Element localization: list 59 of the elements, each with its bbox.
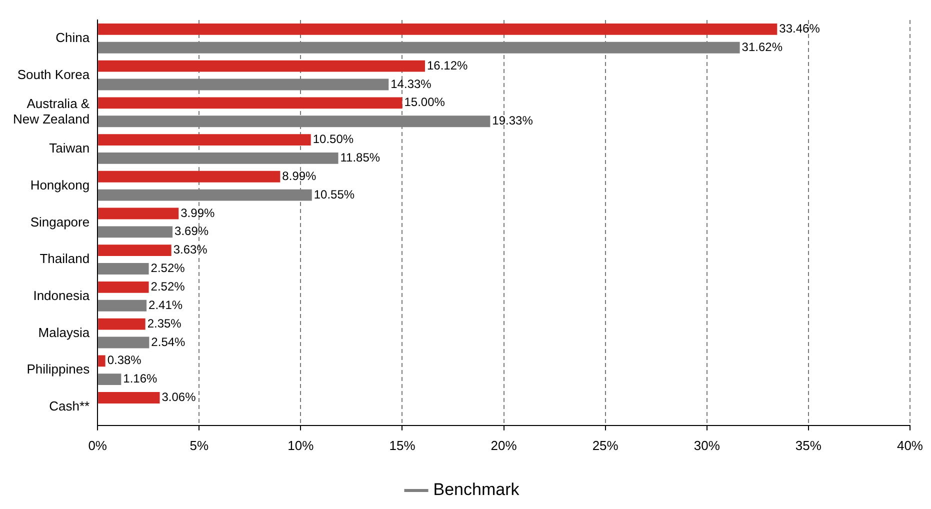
y-tick-label: Hongkong bbox=[30, 177, 90, 192]
data-label: 3.69% bbox=[174, 224, 209, 238]
data-label: 11.85% bbox=[340, 150, 380, 165]
y-tick-label: Thailand bbox=[40, 251, 90, 266]
bar bbox=[98, 263, 149, 274]
data-label: 33.46% bbox=[779, 22, 820, 36]
y-tick-label: Malaysia bbox=[38, 324, 90, 340]
x-tick-label: 25% bbox=[592, 438, 619, 453]
bar bbox=[98, 281, 149, 293]
y-tick-label: Philippines bbox=[26, 362, 90, 377]
data-label: 10.55% bbox=[314, 187, 355, 202]
bar bbox=[98, 60, 425, 72]
data-label: 2.52% bbox=[150, 261, 186, 276]
bar bbox=[98, 152, 338, 164]
data-label: 0.38% bbox=[107, 353, 142, 368]
data-label: 3.99% bbox=[180, 206, 215, 220]
data-label: 2.41% bbox=[148, 298, 183, 312]
y-tick-label: China bbox=[56, 30, 90, 46]
y-tick-label: Cash** bbox=[49, 398, 90, 414]
data-label: 15.00% bbox=[404, 95, 446, 110]
data-label: 3.06% bbox=[162, 390, 196, 404]
data-label: 1.16% bbox=[123, 372, 158, 386]
bar bbox=[98, 97, 402, 109]
bar bbox=[98, 355, 106, 367]
bar bbox=[98, 318, 146, 330]
x-tick-label: 20% bbox=[490, 438, 518, 453]
y-tick-label: Singapore bbox=[30, 214, 90, 230]
y-tick-label: Taiwan bbox=[49, 140, 90, 156]
data-label: 2.54% bbox=[151, 334, 186, 349]
bar bbox=[98, 208, 179, 220]
bar bbox=[98, 392, 160, 404]
data-label: 14.33% bbox=[390, 76, 432, 91]
x-tick-label: 5% bbox=[190, 438, 209, 453]
data-label: 3.63% bbox=[173, 242, 208, 257]
bar bbox=[98, 244, 172, 256]
data-label: 8.99% bbox=[282, 168, 317, 183]
legend-label: Benchmark bbox=[433, 480, 520, 500]
data-label: 31.62% bbox=[742, 40, 783, 54]
bar bbox=[98, 300, 147, 312]
y-tick-label: Indonesia bbox=[33, 288, 90, 303]
bar bbox=[98, 134, 311, 146]
y-tick-label: Australia & New Zealand bbox=[12, 96, 90, 127]
x-tick-label: 15% bbox=[389, 438, 416, 453]
x-tick-label: 35% bbox=[795, 438, 822, 453]
data-label: 2.52% bbox=[150, 280, 186, 294]
bar bbox=[98, 374, 122, 386]
y-tick-label: South Korea bbox=[17, 66, 90, 82]
data-label: 2.35% bbox=[147, 316, 182, 330]
x-tick-label: 10% bbox=[288, 438, 314, 453]
data-label: 10.50% bbox=[312, 132, 354, 146]
x-tick-label: 0% bbox=[88, 438, 108, 453]
bar bbox=[98, 336, 150, 348]
data-label: 19.33% bbox=[492, 114, 534, 128]
bar bbox=[98, 24, 778, 35]
bar bbox=[98, 170, 280, 182]
x-tick-label: 30% bbox=[694, 438, 720, 453]
x-tick-label: 40% bbox=[896, 438, 924, 453]
bar bbox=[98, 226, 173, 238]
data-label: 16.12% bbox=[426, 58, 468, 72]
